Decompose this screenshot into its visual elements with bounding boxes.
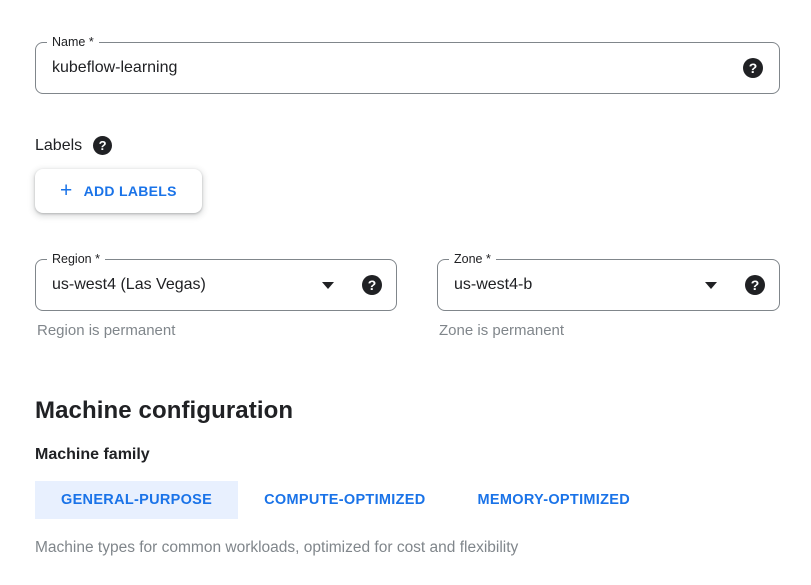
machine-family-tabs: GENERAL-PURPOSE COMPUTE-OPTIMIZED MEMORY… — [35, 481, 780, 519]
zone-help-icon[interactable]: ? — [745, 275, 765, 295]
tab-memory-optimized[interactable]: MEMORY-OPTIMIZED — [477, 492, 630, 508]
machine-family-title: Machine family — [35, 446, 150, 463]
machine-configuration-title: Machine configuration — [35, 397, 294, 424]
zone-dropdown-arrow-icon — [705, 281, 717, 289]
region-help-icon[interactable]: ? — [362, 275, 382, 295]
labels-help-icon[interactable]: ? — [93, 136, 113, 155]
zone-select-value: us-west4-b — [454, 276, 533, 293]
labels-section-title: Labels — [35, 137, 83, 154]
region-select-value: us-west4 (Las Vegas) — [52, 276, 206, 293]
tab-general-purpose[interactable]: GENERAL-PURPOSE — [35, 481, 239, 519]
create-instance-form: Name * kubeflow-learning ? Labels ? + AD… — [0, 34, 811, 557]
name-input[interactable]: Name * kubeflow-learning ? — [35, 34, 780, 94]
add-labels-button-label: ADD LABELS — [83, 183, 177, 199]
region-helper-text: Region is permanent — [37, 322, 176, 339]
machine-family-description: Machine types for common workloads, opti… — [35, 539, 519, 556]
region-dropdown-arrow-icon — [322, 281, 334, 289]
name-help-icon[interactable]: ? — [743, 58, 763, 78]
zone-select[interactable]: Zone * us-west4-b ? — [437, 251, 780, 311]
plus-icon: + — [60, 178, 73, 202]
region-select[interactable]: Region * us-west4 (Las Vegas) ? — [35, 251, 397, 311]
add-labels-button[interactable]: + ADD LABELS — [35, 169, 202, 213]
name-input-value[interactable]: kubeflow-learning — [52, 59, 178, 76]
zone-select-label: Zone * — [449, 251, 496, 268]
name-input-label: Name * — [47, 34, 99, 51]
zone-helper-text: Zone is permanent — [439, 322, 565, 339]
region-select-label: Region * — [47, 251, 105, 268]
tab-compute-optimized[interactable]: COMPUTE-OPTIMIZED — [264, 492, 426, 508]
